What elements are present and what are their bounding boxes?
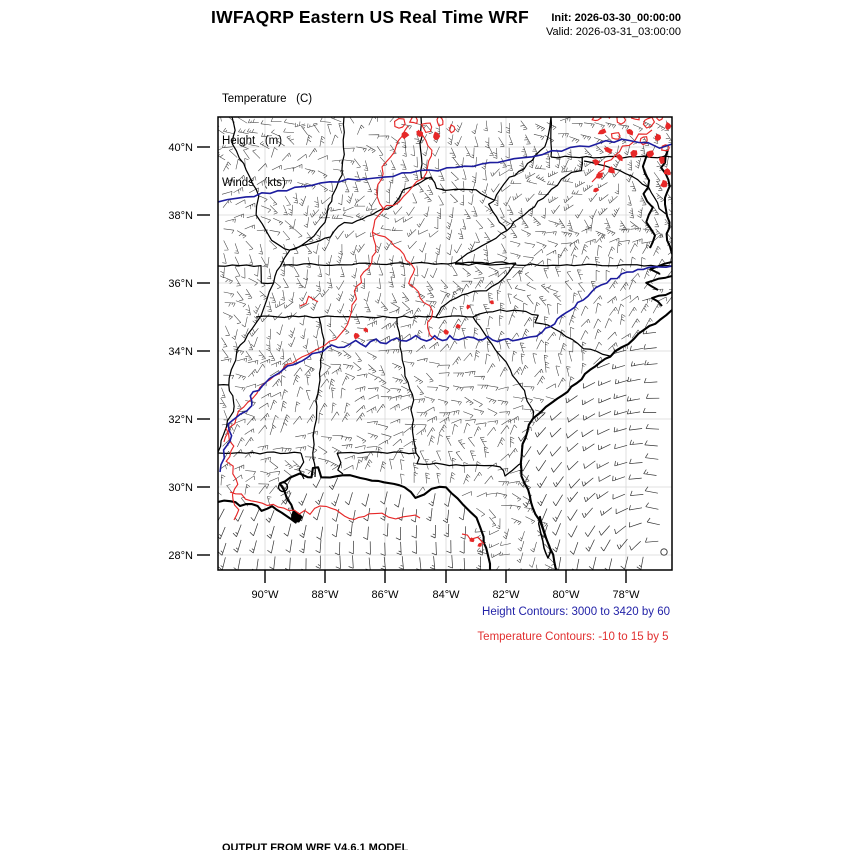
map-inner — [218, 117, 672, 570]
plot-title: IWFAQRP Eastern US Real Time WRF — [211, 7, 529, 27]
wind-barbs-land — [218, 117, 672, 570]
lon-tick-label: 90°W — [251, 589, 279, 601]
valid-value: 2026-03-31_03:00:00 — [575, 26, 681, 38]
init-time-line: Init: 2026-03-30_00:00:00 — [546, 11, 681, 25]
model-footer: OUTPUT FROM WRF V4.6.1 MODEL WE = 1000 ;… — [222, 813, 692, 850]
legend-height: Height (m) — [222, 135, 283, 147]
wind-barbs-ocean — [218, 328, 660, 570]
valid-time-line: Valid: 2026-03-31_03:00:00 — [546, 25, 681, 39]
run-times: Init: 2026-03-30_00:00:00 Valid: 2026-03… — [546, 11, 681, 39]
temperature-contour-note: Temperature Contours: -10 to 15 by 5 — [477, 631, 669, 643]
calm-wind-circle — [660, 548, 668, 556]
lon-tick-label: 88°W — [311, 589, 339, 601]
lon-tick-label: 82°W — [492, 589, 520, 601]
state-boundaries — [218, 117, 672, 480]
height-contour-note: Height Contours: 3000 to 3420 by 60 — [482, 606, 670, 618]
valid-label: Valid: — [546, 26, 573, 38]
lat-tick-label: 28°N — [168, 550, 193, 562]
init-value: 2026-03-30_00:00:00 — [574, 12, 681, 24]
lat-tick-label: 36°N — [168, 278, 193, 290]
legend-winds: Winds (kts) — [222, 177, 286, 189]
lon-tick-label: 78°W — [612, 589, 640, 601]
lat-tick-label: 32°N — [168, 414, 193, 426]
field-legend: Temperature (C) Height (m) Winds (kts) — [222, 64, 312, 218]
init-label: Init: — [551, 12, 572, 24]
lat-tick-label: 30°N — [168, 482, 193, 494]
axes: 40°N 38°N 36°N 34°N 32°N 30°N 28°N 90°W 88°W 86°W… — [168, 142, 640, 601]
map-frame — [217, 116, 673, 571]
lat-tick-label: 34°N — [168, 346, 193, 358]
coastline — [218, 149, 672, 570]
height-contours — [218, 138, 672, 473]
lat-tick-label: 40°N — [168, 142, 193, 154]
lat-tick-label: 38°N — [168, 210, 193, 222]
lon-tick-label: 84°W — [432, 589, 460, 601]
lon-tick-label: 80°W — [552, 589, 580, 601]
legend-temperature: Temperature (C) — [222, 93, 313, 105]
lon-tick-label: 86°W — [371, 589, 399, 601]
temperature-contours — [223, 117, 672, 547]
footer-source: OUTPUT FROM WRF V4.6.1 MODEL — [222, 842, 409, 850]
